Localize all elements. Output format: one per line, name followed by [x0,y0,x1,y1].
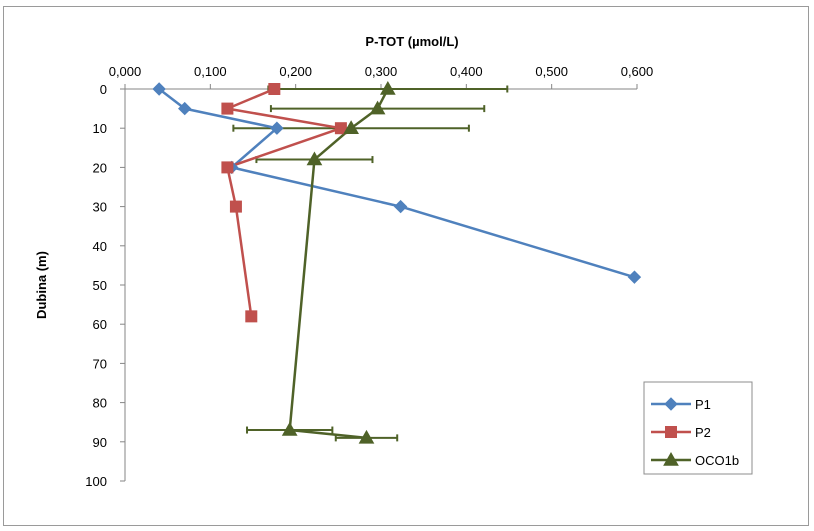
x-tick-label: 0,600 [621,64,654,79]
data-point-p2 [221,161,234,174]
x-tick-label: 0,400 [450,64,483,79]
y-axis-title: Dubina (m) [34,251,49,319]
y-tick-label: 20 [93,160,107,175]
series-lines [158,87,635,440]
y-tick-label: 90 [93,435,107,450]
x-tick-label: 0,000 [109,64,142,79]
x-tick-label: 0,100 [194,64,227,79]
series-line-p1 [158,88,635,279]
data-point-p2 [245,310,258,323]
y-tick-label: 10 [93,121,107,136]
y-tick-label: 40 [93,239,107,254]
data-point-p1 [270,121,284,135]
legend-label-p2: P2 [695,425,711,440]
y-tick-label: 0 [100,82,107,97]
data-point-p1 [393,199,408,214]
data-point-oco1b [281,422,298,436]
y-tick-label: 60 [93,317,107,332]
error-bars [232,85,509,442]
data-point-p2 [229,200,242,213]
data-point-oco1b [343,120,359,134]
data-point-oco1b [379,80,396,95]
y-tick-label: 100 [85,474,107,489]
data-point-p2 [334,122,347,135]
legend-label-oco1b: OCO1b [695,453,739,468]
data-point-p1 [152,82,166,96]
data-point-p2 [221,102,234,115]
x-tick-label: 0,200 [279,64,312,79]
y-tick-label: 50 [93,278,107,293]
legend-box [643,381,753,475]
y-tick-label: 70 [93,356,107,371]
data-point-oco1b [369,100,386,115]
series-markers [152,80,642,444]
legend: P1 P2 OCO1b [643,381,753,475]
data-point-p1 [178,101,192,116]
data-point-oco1b [306,151,323,166]
data-point-p1 [627,270,642,284]
legend-label-p1: P1 [695,397,711,412]
x-tick-label: 0,500 [535,64,568,79]
x-tick-label: 0,300 [365,64,398,79]
x-axis-title: P-TOT (µmol/L) [365,34,458,49]
series-line-p2 [226,87,343,317]
y-tick-label: 30 [93,200,107,215]
y-tick-label: 80 [93,396,107,411]
axes: 0,000 0,100 0,200 0,300 0,400 0,500 0,600 0 10 20… [85,64,653,489]
data-point-oco1b [358,429,375,444]
legend-marker-oco1b [663,451,679,466]
legend-marker-p2 [665,426,677,438]
legend-marker-p1 [664,397,678,411]
data-point-p2 [268,83,281,95]
